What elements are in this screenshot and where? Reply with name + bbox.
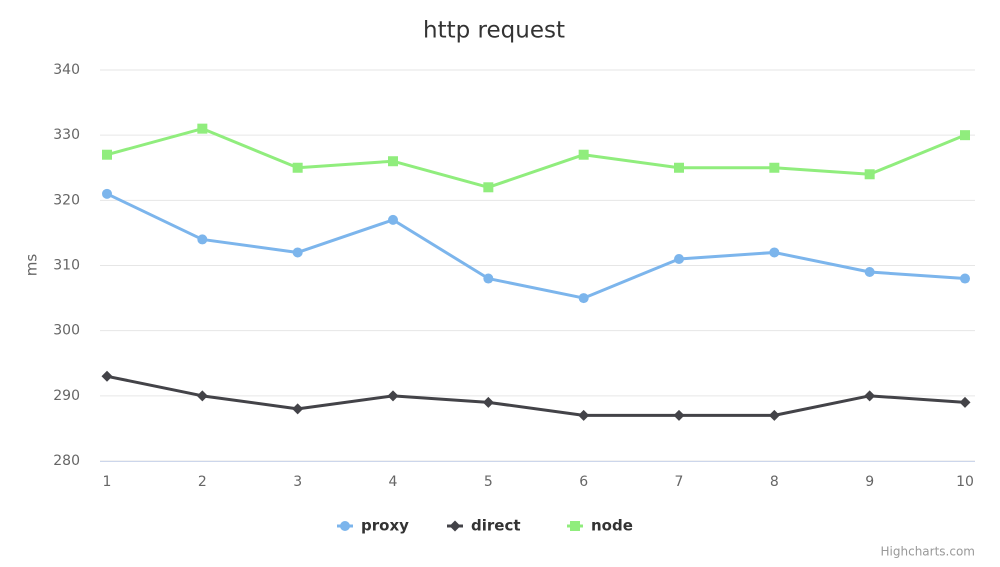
legend-label: direct (471, 517, 521, 535)
point-marker (197, 123, 208, 134)
point-marker (482, 396, 494, 408)
y-tick-label: 320 (53, 192, 80, 208)
point-marker (102, 149, 112, 160)
x-tick-label: 8 (770, 474, 779, 490)
y-axis-title: ms (23, 254, 41, 277)
credits[interactable]: Highcharts.com (881, 545, 975, 559)
point-marker (674, 162, 684, 173)
point-marker (768, 409, 780, 421)
point-marker (292, 403, 304, 415)
x-tick-label: 2 (198, 474, 207, 490)
legend-item[interactable]: node (567, 517, 633, 535)
series-line (106, 127, 966, 189)
legend-label: node (591, 517, 633, 535)
point-marker (196, 390, 208, 402)
x-tick-label: 1 (103, 474, 112, 490)
point-marker (449, 520, 461, 532)
point-marker (570, 521, 580, 531)
point-marker (101, 370, 113, 382)
legend-label: proxy (361, 517, 409, 535)
x-tick-label: 3 (293, 474, 302, 490)
series-line (106, 192, 966, 300)
x-tick-label: 7 (675, 474, 684, 490)
point-marker (959, 396, 971, 408)
legend-item[interactable]: direct (447, 517, 521, 535)
point-marker (578, 149, 589, 160)
y-tick-label: 300 (53, 323, 80, 339)
point-marker (674, 253, 684, 264)
point-marker (864, 267, 875, 278)
legend-item[interactable]: proxy (337, 517, 409, 535)
point-marker (292, 247, 303, 258)
x-tick-label: 10 (956, 474, 974, 490)
series-line (106, 374, 966, 417)
point-marker (769, 247, 780, 258)
y-tick-label: 330 (53, 127, 80, 143)
point-marker (387, 390, 399, 402)
x-tick-label: 5 (484, 474, 493, 490)
point-marker (578, 293, 589, 304)
point-marker (769, 162, 780, 173)
y-tick-label: 340 (53, 62, 80, 78)
point-marker (864, 390, 876, 402)
point-marker (483, 273, 494, 284)
point-marker (197, 234, 208, 245)
point-marker (578, 409, 590, 421)
point-marker (388, 214, 398, 225)
point-marker (673, 409, 685, 421)
point-marker (388, 156, 398, 167)
x-tick-label: 4 (389, 474, 398, 490)
chart-title: http request (423, 18, 565, 44)
point-marker (864, 169, 875, 180)
point-marker (960, 130, 970, 141)
point-marker (340, 521, 350, 531)
point-marker (960, 273, 970, 284)
point-marker (483, 182, 494, 193)
y-tick-label: 290 (53, 388, 80, 404)
x-tick-label: 6 (579, 474, 588, 490)
y-tick-label: 280 (53, 453, 80, 469)
point-marker (292, 162, 303, 173)
point-marker (102, 188, 112, 199)
y-tick-label: 310 (53, 258, 80, 274)
x-tick-label: 9 (865, 474, 874, 490)
